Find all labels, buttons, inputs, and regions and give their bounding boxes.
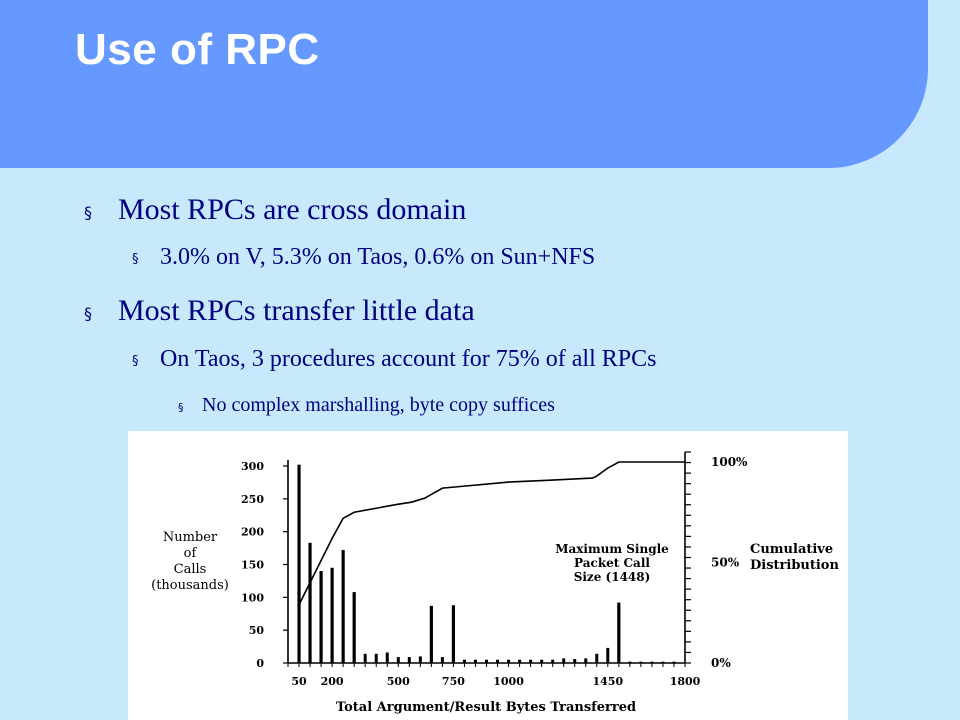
bar	[540, 659, 544, 663]
bar	[606, 647, 610, 663]
y-axis-title-line: of	[184, 546, 198, 561]
y-tick-label: 200	[241, 526, 264, 539]
y-tick-label: 0	[256, 657, 264, 670]
bar	[396, 657, 400, 663]
annotation-line: Size (1448)	[574, 570, 651, 584]
cumulative-series	[298, 461, 685, 606]
bar	[407, 657, 411, 663]
y2-axis-title-line: Distribution	[750, 558, 839, 573]
bar	[496, 659, 500, 663]
x-tick-label: 50	[291, 675, 307, 688]
bar	[573, 659, 577, 663]
bar	[440, 657, 444, 663]
annotation-line: Packet Call	[574, 556, 650, 570]
x-tick-label: 1800	[670, 675, 701, 688]
bullet-marker-icon: §	[132, 354, 139, 369]
bar	[672, 661, 676, 663]
bar	[595, 653, 599, 663]
x-tick-label: 1000	[493, 675, 524, 688]
y-tick-label: 250	[241, 493, 264, 506]
bar	[485, 659, 488, 663]
x-axis-title: Total Argument/Result Bytes Transferred	[336, 700, 636, 715]
annotation-line: Maximum Single	[555, 542, 669, 556]
bullet-marker-icon: §	[178, 401, 184, 414]
bar	[374, 653, 378, 663]
y2-tick-label: 0%	[711, 656, 731, 670]
bar	[352, 592, 356, 663]
x-tick-label: 500	[387, 675, 410, 688]
bar	[418, 656, 422, 663]
tick-labels: 0 50 100 150 200 250 300 0% 50% 100% 50 200 500 750 10…	[241, 455, 748, 688]
y-tick-label: 50	[249, 624, 265, 637]
bar	[363, 653, 367, 663]
bullet-level1-little-data: § Most RPCs transfer little data	[84, 294, 475, 328]
bar	[551, 659, 555, 663]
y-tick-label: 100	[241, 591, 264, 604]
bar	[507, 659, 511, 663]
bullet-text: 3.0% on V, 5.3% on Taos, 0.6% on Sun+NFS	[160, 244, 596, 270]
bar	[308, 542, 312, 663]
y2-axis-title-line: Cumulative	[750, 542, 833, 557]
bar	[473, 659, 477, 663]
bullet-text: No complex marshalling, byte copy suffic…	[202, 394, 555, 416]
bullet-level1-cross-domain: § Most RPCs are cross domain	[84, 193, 466, 227]
y2-tick-label: 50%	[711, 556, 740, 570]
bullet-text: Most RPCs are cross domain	[118, 193, 467, 226]
bar	[650, 661, 654, 663]
y-tick-label: 150	[241, 559, 264, 572]
y-tick-label: 300	[241, 460, 264, 473]
bar	[462, 659, 466, 663]
bar	[518, 659, 522, 663]
bar	[562, 658, 566, 663]
y-axis-title-line: Calls	[174, 562, 207, 577]
bar	[529, 659, 533, 663]
x-tick-label: 750	[442, 675, 465, 688]
bar	[330, 567, 334, 663]
bar	[319, 571, 323, 663]
bullet-text: On Taos, 3 procedures account for 75% of…	[160, 346, 657, 372]
x-tick-label: 200	[321, 675, 344, 688]
bar-series	[297, 464, 676, 663]
cumulative-line	[298, 461, 685, 606]
bar	[385, 652, 389, 663]
bullet-level2-percentages: § 3.0% on V, 5.3% on Taos, 0.6% on Sun+N…	[132, 244, 595, 271]
bar	[628, 661, 632, 663]
bullet-marker-icon: §	[132, 252, 139, 267]
slide-title: Use of RPC	[75, 25, 320, 74]
y-axis-title-line: Number	[163, 530, 218, 545]
bar	[429, 605, 433, 663]
bullet-text: Most RPCs transfer little data	[118, 294, 475, 327]
bar	[341, 550, 345, 663]
y2-tick-label: 100%	[711, 455, 748, 469]
bar	[617, 602, 621, 663]
bar	[639, 661, 643, 663]
bar	[584, 658, 588, 663]
bar	[297, 464, 301, 663]
bar	[451, 605, 456, 663]
x-tick-label: 1450	[592, 675, 623, 688]
bullet-marker-icon: §	[84, 203, 92, 222]
rpc-size-histogram-figure: Number of Calls (thousands) Cumulative Distr…	[128, 431, 848, 720]
bar	[661, 661, 665, 663]
bullet-level3-marshalling: § No complex marshalling, byte copy suff…	[178, 394, 555, 417]
bullet-marker-icon: §	[84, 304, 92, 323]
bullet-level2-taos-procedures: § On Taos, 3 procedures account for 75% …	[132, 346, 656, 373]
title-banner	[0, 0, 928, 168]
y-axis-title-line: (thousands)	[151, 578, 229, 593]
